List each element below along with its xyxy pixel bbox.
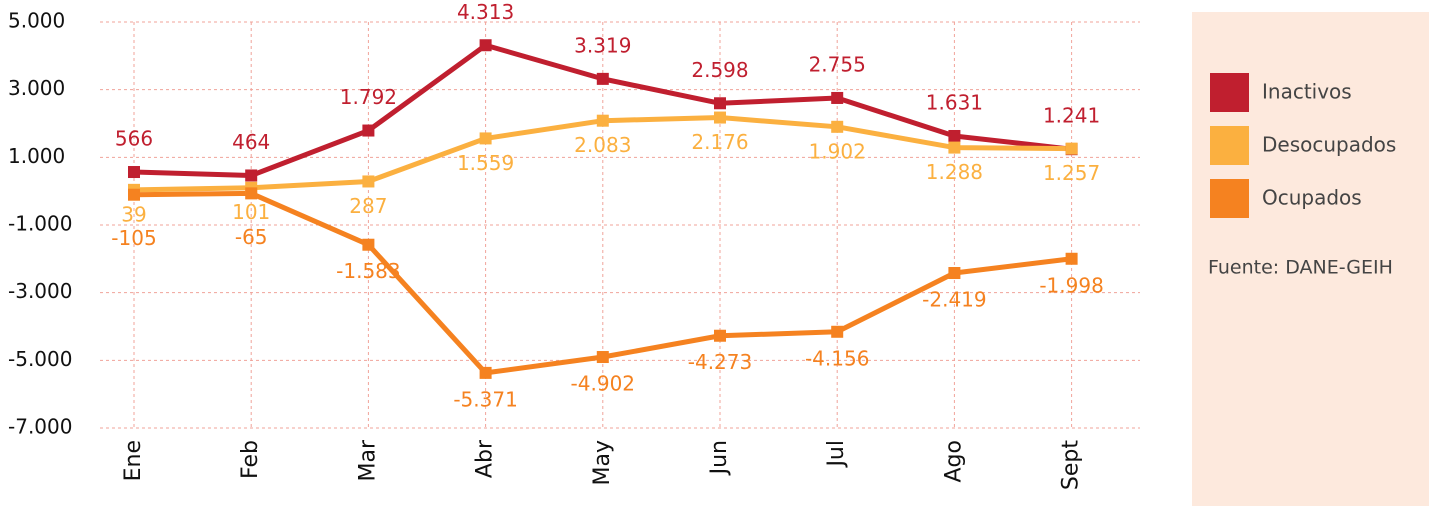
data-label: 4.313 [457, 0, 514, 24]
x-tick-label: Sept [1059, 440, 1084, 490]
legend-label: Ocupados [1262, 186, 1362, 210]
x-tick-label: Jun [707, 440, 732, 476]
point-marker [479, 132, 492, 145]
data-label: 1.792 [340, 85, 397, 109]
data-label: -105 [111, 226, 156, 250]
point-marker [362, 175, 375, 188]
data-label: -1.583 [336, 259, 400, 283]
data-label: 1.288 [926, 160, 983, 184]
point-marker [245, 169, 258, 182]
point-marker [948, 267, 961, 280]
point-marker [128, 188, 140, 201]
data-label: -4.156 [805, 346, 869, 370]
data-label: 1.241 [1043, 104, 1100, 128]
data-label: 3.319 [574, 33, 631, 57]
data-label: 566 [115, 127, 153, 151]
y-tick-label: -1.000 [8, 212, 72, 236]
point-marker [948, 141, 961, 154]
data-label: 101 [232, 200, 270, 224]
point-marker [362, 238, 375, 251]
source-note: Fuente: DANE-GEIH [1208, 257, 1393, 279]
legend-swatch [1210, 126, 1249, 165]
data-label: 1.902 [809, 139, 866, 163]
x-tick-label: May [590, 440, 615, 485]
y-tick-label: 3.000 [8, 76, 65, 100]
data-label: -5.371 [453, 387, 517, 411]
y-tick-label: -7.000 [8, 415, 72, 439]
point-marker [714, 329, 726, 342]
x-tick-label: Abr [473, 439, 498, 478]
point-marker [596, 114, 609, 127]
y-tick-label: -5.000 [8, 347, 72, 371]
point-marker [479, 366, 492, 379]
x-tick-label: Feb [238, 440, 263, 479]
point-marker [245, 187, 258, 200]
point-marker [362, 124, 375, 137]
data-label: 39 [121, 202, 146, 226]
data-label: 1.631 [926, 90, 983, 114]
point-marker [831, 325, 844, 338]
y-tick-label: 1.000 [8, 144, 65, 168]
x-tick-label: Mar [355, 439, 380, 481]
point-marker [831, 91, 844, 104]
data-label: 1.257 [1043, 161, 1100, 185]
point-marker [831, 120, 844, 133]
x-tick-label: Ago [941, 440, 966, 482]
legend-label: Inactivos [1262, 80, 1352, 104]
point-marker [714, 111, 726, 124]
data-label: -65 [235, 225, 268, 249]
point-marker [1065, 252, 1078, 265]
data-label: 2.176 [691, 130, 748, 154]
point-marker [714, 97, 726, 110]
data-label: -4.273 [688, 350, 752, 374]
legend-label: Desocupados [1262, 133, 1396, 157]
x-tick-label: Ene [121, 440, 146, 481]
data-label: -4.902 [571, 372, 635, 396]
point-marker [1065, 142, 1078, 155]
point-marker [948, 129, 961, 142]
x-tick-label: Jul [824, 440, 849, 469]
data-label: 1.559 [457, 151, 514, 175]
point-marker [596, 351, 609, 364]
point-marker [128, 166, 140, 179]
data-label: -2.419 [922, 288, 986, 312]
data-label: 2.083 [574, 133, 631, 157]
point-marker [479, 39, 492, 52]
legend-swatch [1210, 179, 1249, 218]
point-marker [596, 72, 609, 85]
y-tick-label: 5.000 [8, 9, 65, 33]
y-tick-label: -3.000 [8, 279, 72, 303]
data-label: 2.755 [809, 52, 866, 76]
data-label: -1.998 [1039, 273, 1103, 297]
data-label: 287 [349, 194, 387, 218]
data-label: 464 [232, 130, 270, 154]
data-label: 2.598 [691, 58, 748, 82]
legend-swatch [1210, 73, 1249, 112]
